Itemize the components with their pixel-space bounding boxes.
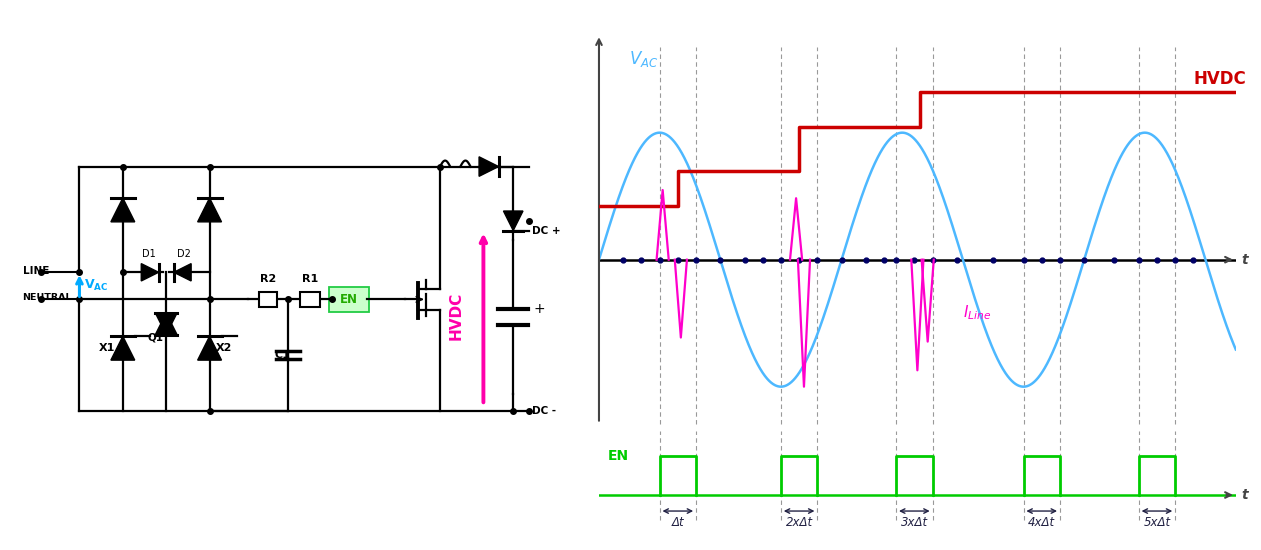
Text: DC +: DC + — [532, 226, 561, 235]
Text: 4xΔt: 4xΔt — [1028, 516, 1055, 529]
Bar — [300, 292, 319, 307]
Text: t: t — [1242, 252, 1248, 267]
Text: t: t — [1242, 488, 1248, 502]
Text: HVDC: HVDC — [449, 292, 464, 340]
Text: X2: X2 — [216, 343, 232, 353]
Text: 5xΔt: 5xΔt — [1144, 516, 1170, 529]
Text: EN: EN — [340, 294, 358, 306]
Polygon shape — [479, 157, 498, 177]
Text: $V_{AC}$: $V_{AC}$ — [629, 49, 658, 69]
Polygon shape — [155, 313, 177, 334]
Text: X1: X1 — [98, 343, 115, 353]
Polygon shape — [111, 198, 135, 222]
Text: R1: R1 — [301, 273, 318, 283]
Text: NEUTRAL: NEUTRAL — [23, 293, 72, 303]
Text: HVDC: HVDC — [1193, 70, 1246, 89]
Text: DC -: DC - — [532, 405, 556, 416]
Polygon shape — [141, 263, 159, 281]
Polygon shape — [198, 198, 222, 222]
Text: C1: C1 — [275, 350, 290, 360]
Text: D1: D1 — [142, 249, 155, 259]
Text: R2: R2 — [260, 273, 276, 283]
Bar — [259, 292, 277, 307]
Text: $I_{Line}$: $I_{Line}$ — [963, 304, 991, 322]
Text: LINE: LINE — [23, 266, 49, 276]
Text: D2: D2 — [177, 249, 190, 259]
Text: 2xΔt: 2xΔt — [786, 516, 812, 529]
Text: Δt: Δt — [672, 516, 685, 529]
Text: +: + — [533, 302, 546, 316]
Text: $\mathbf{V_{AC}}$: $\mathbf{V_{AC}}$ — [83, 278, 108, 293]
Polygon shape — [174, 263, 192, 281]
Polygon shape — [503, 211, 523, 230]
Text: EN: EN — [608, 449, 629, 463]
Polygon shape — [198, 336, 222, 360]
Polygon shape — [111, 336, 135, 360]
Text: Q1: Q1 — [148, 332, 163, 342]
Text: 3xΔt: 3xΔt — [900, 516, 928, 529]
Polygon shape — [155, 313, 177, 334]
FancyBboxPatch shape — [329, 288, 369, 312]
